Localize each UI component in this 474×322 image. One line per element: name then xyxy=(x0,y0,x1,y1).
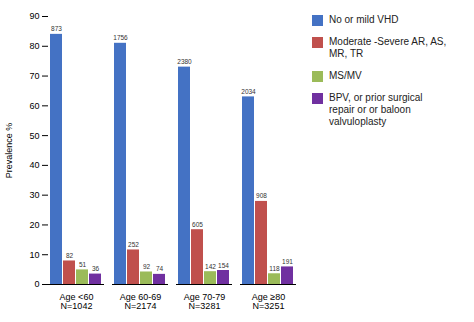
svg-text:90: 90 xyxy=(29,11,39,21)
svg-text:Age <60N=1042: Age <60N=1042 xyxy=(60,292,94,311)
svg-text:80: 80 xyxy=(29,41,39,51)
svg-text:92: 92 xyxy=(143,263,151,270)
html-text:No or mild VHD: No or mild VHD xyxy=(329,14,399,25)
svg-text:50: 50 xyxy=(29,130,39,140)
svg-text:2380: 2380 xyxy=(177,58,192,65)
svg-text:Prevalence %: Prevalence % xyxy=(4,123,14,179)
svg-text:36: 36 xyxy=(92,265,100,272)
svg-text:60: 60 xyxy=(29,101,39,111)
svg-text:118: 118 xyxy=(269,265,280,272)
svg-text:10: 10 xyxy=(29,250,39,260)
svg-text:908: 908 xyxy=(256,192,267,199)
html-text:MS/MV: MS/MV xyxy=(329,70,362,81)
svg-text:252: 252 xyxy=(128,241,139,248)
svg-text:0: 0 xyxy=(34,279,39,289)
svg-text:20: 20 xyxy=(29,220,39,230)
svg-text:2034: 2034 xyxy=(241,88,256,95)
svg-text:30: 30 xyxy=(29,190,39,200)
svg-text:51: 51 xyxy=(79,261,87,268)
svg-text:70: 70 xyxy=(29,71,39,81)
svg-text:1756: 1756 xyxy=(113,34,128,41)
svg-text:82: 82 xyxy=(66,252,74,259)
svg-text:142: 142 xyxy=(205,263,216,270)
html-text:Moderate -Severe AR, AS, MR, T: Moderate -Severe AR, AS, MR, TR xyxy=(329,36,447,59)
svg-text:605: 605 xyxy=(192,221,203,228)
svg-text:Age 70-79N=3281: Age 70-79N=3281 xyxy=(184,292,226,311)
svg-text:74: 74 xyxy=(156,265,164,272)
svg-text:Age ≥80N=3251: Age ≥80N=3251 xyxy=(252,292,285,311)
svg-text:Age 60-69N=2174: Age 60-69N=2174 xyxy=(120,292,162,311)
svg-text:191: 191 xyxy=(282,258,293,265)
svg-text:154: 154 xyxy=(218,262,229,269)
svg-text:40: 40 xyxy=(29,160,39,170)
html-text:BPV, or prior surgical repair: BPV, or prior surgical repair or or balo… xyxy=(329,92,423,127)
svg-text:873: 873 xyxy=(51,25,62,32)
